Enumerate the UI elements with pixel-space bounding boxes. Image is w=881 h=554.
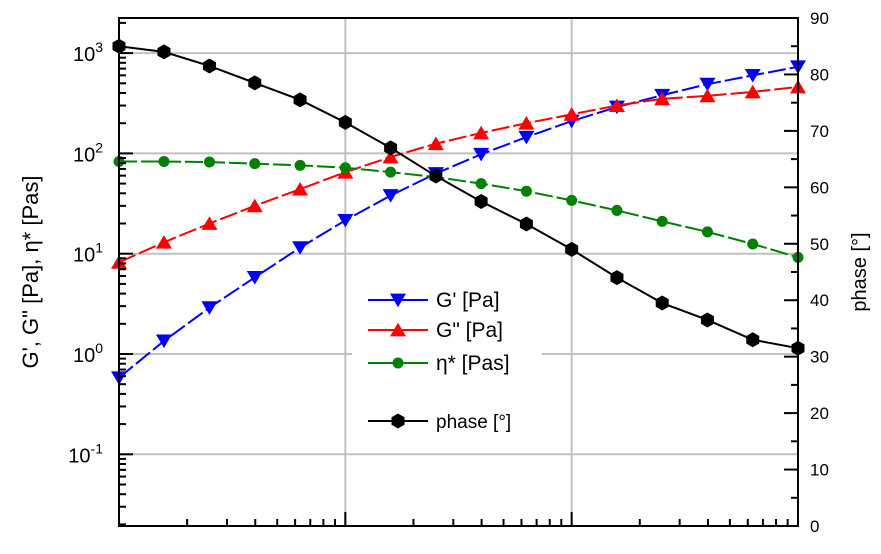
data-point xyxy=(427,136,444,151)
data-point xyxy=(382,149,399,164)
data-point xyxy=(155,235,172,249)
series-3 xyxy=(112,38,805,356)
data-point xyxy=(201,216,218,230)
series-layer xyxy=(111,38,806,385)
data-point xyxy=(292,241,309,255)
data-point xyxy=(655,295,669,311)
series-line xyxy=(118,65,799,379)
right-axis-ticks: 0 10 20 30 40 50 60 70 80 90 xyxy=(784,9,829,536)
data-point xyxy=(339,162,351,174)
data-point xyxy=(203,156,215,168)
data-point xyxy=(519,216,533,232)
data-point xyxy=(248,75,262,91)
series-0 xyxy=(111,60,806,385)
legend: G' [Pa] G" [Pa] η* [Pas] phase [°] xyxy=(352,278,542,440)
left-tick-label: 102 xyxy=(73,139,103,166)
legend-background xyxy=(352,278,542,440)
left-tick-label: 10-1 xyxy=(68,440,103,467)
series-line xyxy=(118,85,799,264)
right-axis-title: phase [°] xyxy=(849,232,871,311)
data-point xyxy=(429,168,443,184)
data-point xyxy=(293,92,307,108)
legend-swatch-marker xyxy=(391,413,405,429)
data-point xyxy=(158,156,170,168)
right-tick-label: 20 xyxy=(810,404,829,423)
data-point xyxy=(473,147,490,162)
legend-label: G' [Pa] xyxy=(436,289,500,312)
data-point xyxy=(565,241,579,257)
data-point xyxy=(744,84,761,99)
right-tick-label: 0 xyxy=(810,517,819,536)
data-point xyxy=(474,193,488,209)
legend-swatch-marker xyxy=(392,357,404,369)
legend-label: G" [Pa] xyxy=(436,319,503,342)
data-point xyxy=(746,332,760,348)
data-point xyxy=(157,44,171,60)
right-tick-label: 40 xyxy=(810,291,829,310)
data-point xyxy=(701,226,713,238)
left-axis-ticks: 103 102 101 100 10-1 xyxy=(68,21,133,526)
grid-lines xyxy=(119,18,798,526)
series-line xyxy=(119,160,799,259)
data-point xyxy=(155,334,172,349)
data-point xyxy=(608,98,625,112)
data-point xyxy=(385,166,397,178)
data-point xyxy=(202,58,216,74)
data-point xyxy=(699,77,716,92)
data-point xyxy=(518,116,535,130)
plot-frame xyxy=(118,17,799,527)
data-point xyxy=(700,312,714,328)
right-tick-label: 10 xyxy=(810,461,829,480)
data-point xyxy=(518,130,535,145)
legend-label: phase [°] xyxy=(436,412,511,433)
data-point xyxy=(611,204,623,216)
axes: 103 102 101 100 10-1 0 10 20 30 40 50 60 70 80 90 xyxy=(68,9,829,536)
data-point xyxy=(292,181,309,196)
series-line xyxy=(118,45,799,350)
data-point xyxy=(699,88,716,103)
data-point xyxy=(563,107,580,121)
right-tick-label: 80 xyxy=(810,65,829,84)
data-point xyxy=(520,185,532,197)
right-tick-label: 50 xyxy=(810,235,829,254)
legend-swatch-marker xyxy=(390,293,406,308)
data-point xyxy=(201,301,218,315)
right-tick-label: 90 xyxy=(810,9,829,28)
data-point xyxy=(382,189,399,203)
data-point xyxy=(656,215,668,227)
x-axis-ticks xyxy=(118,512,799,526)
right-tick-label: 30 xyxy=(810,348,829,367)
data-point xyxy=(246,198,263,213)
data-point xyxy=(747,238,759,250)
left-tick-label: 100 xyxy=(73,340,103,367)
data-point xyxy=(610,270,624,286)
data-point xyxy=(654,91,671,106)
data-point xyxy=(744,68,761,83)
right-tick-label: 70 xyxy=(810,122,829,141)
data-point xyxy=(246,271,263,285)
legend-label: η* [Pas] xyxy=(436,352,510,375)
legend-swatch-marker xyxy=(390,322,406,337)
left-tick-label: 103 xyxy=(73,39,103,66)
series-2 xyxy=(113,156,804,263)
data-point xyxy=(249,158,261,170)
left-tick-label: 101 xyxy=(73,240,103,267)
data-point xyxy=(384,140,398,156)
data-point xyxy=(473,125,490,140)
right-tick-label: 60 xyxy=(810,178,829,197)
series-1 xyxy=(111,79,806,269)
data-point xyxy=(294,159,306,171)
left-axis-title: G', G" [Pa], η* [Pas] xyxy=(18,176,43,369)
data-point xyxy=(566,194,578,206)
data-point xyxy=(338,114,352,130)
data-point xyxy=(475,178,487,190)
data-point xyxy=(337,213,354,228)
